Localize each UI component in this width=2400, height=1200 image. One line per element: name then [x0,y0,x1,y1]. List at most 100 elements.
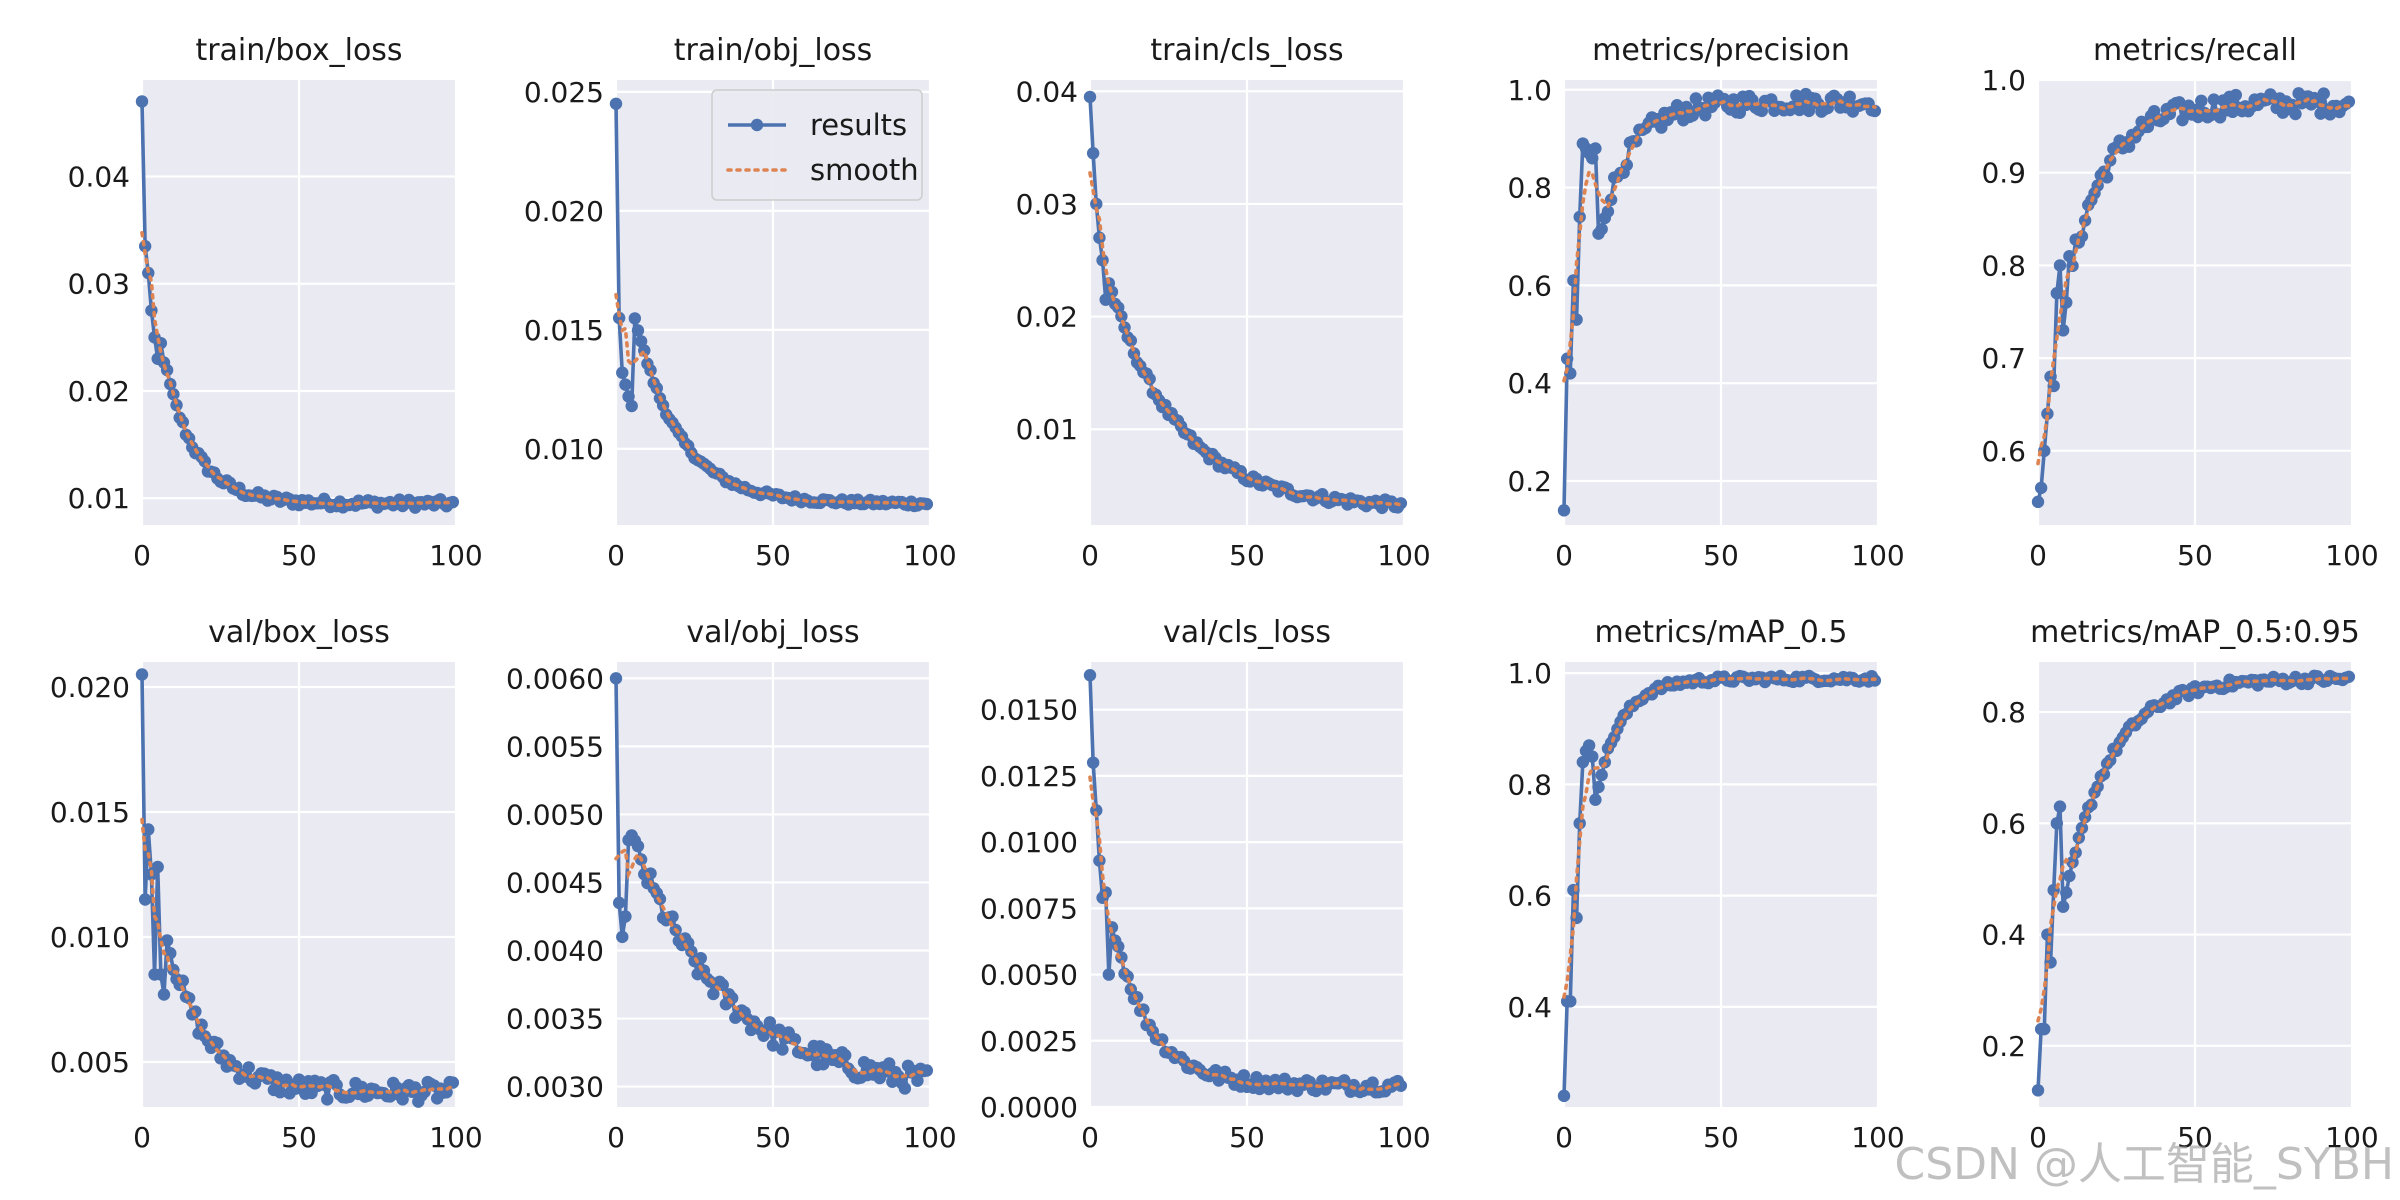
results-point [2031,1084,2045,1097]
results-point [619,910,632,923]
y-tick-label: 0.0125 [980,760,1078,793]
results-point [2038,1022,2051,1036]
y-tick-label: 0.02 [1016,301,1078,334]
x-tick-label: 100 [2325,539,2378,572]
x-tick-label: 0 [2029,1121,2047,1154]
results-point [2176,113,2189,127]
panel-title: val/cls_loss [1163,615,1331,650]
panel-title: train/obj_loss [674,33,873,68]
y-tick-label: 0.6 [1507,269,1552,302]
results-point [321,1093,334,1106]
y-tick-label: 0.010 [50,921,130,954]
results-point [631,324,645,337]
panel-metrics-precision: 0 50 100 0.2 0.4 0.6 0.8 1.0 metrics/precision [1507,33,1904,572]
y-tick-label: 0.0150 [980,694,1078,727]
y-tick-label: 0.8 [1981,696,2026,729]
x-tick-label: 50 [755,1121,791,1154]
results-point [211,1036,224,1050]
x-tick-label: 100 [1851,1121,1904,1154]
results-point [2050,287,2064,300]
results-point [1102,968,1116,981]
y-tick-label: 0.015 [524,314,604,347]
results-point [157,988,171,1001]
y-tick-label: 0.0030 [506,1071,604,1104]
results-point [2050,817,2064,830]
y-tick-label: 0.0055 [506,730,604,763]
results-point [2069,846,2082,859]
results-point [920,1064,934,1077]
x-tick-label: 100 [429,1121,482,1154]
results-point [920,497,934,511]
results-point [911,1074,924,1087]
results-point [135,668,149,681]
y-tick-label: 0.03 [68,268,130,301]
panel-train-cls-loss: 0 50 100 0.01 0.02 0.03 0.04 train/cls_loss [1016,33,1431,572]
x-tick-label: 50 [1703,539,1739,572]
legend-results-label: results [810,108,907,142]
y-tick-label: 0.4 [1981,919,2026,952]
results-point [612,311,626,325]
results-point [2031,495,2045,509]
smooth-line [1088,775,1403,1092]
x-tick-label: 100 [1377,1121,1430,1154]
panel-title: train/box_loss [195,33,402,68]
y-tick-label: 0.6 [1981,807,2026,840]
y-tick-label: 0.4 [1507,991,1552,1024]
x-tick-label: 100 [2325,1121,2378,1154]
results-point [1592,780,1605,794]
results-point [1143,372,1156,386]
results-point [1557,504,1571,517]
smooth-line [614,847,929,1080]
y-tick-label: 0.04 [1016,75,1078,108]
results-point [2122,140,2136,153]
x-tick-label: 0 [607,1121,625,1154]
y-tick-label: 0.8 [1507,172,1552,205]
results-point [2195,94,2208,108]
smooth-line [614,292,929,507]
results-point [2141,120,2155,134]
results-point [1086,756,1100,769]
results-point [2053,800,2067,813]
results-point [446,495,460,509]
y-tick-label: 0.0075 [980,892,1078,925]
results-point [1689,92,1703,105]
smooth-line [2036,96,2351,466]
csdn-watermark: CSDN @人工智能_SYBH [1894,1139,2394,1190]
legend-smooth-label: smooth [810,153,919,187]
results-point [135,95,149,108]
x-tick-label: 100 [903,1121,956,1154]
y-tick-label: 0.8 [1981,249,2026,282]
panel-val-cls-loss: 0 50 100 0.0000 0.0025 0.0050 0.0075 0.0100 0.01… [980,615,1431,1154]
results-point [1576,755,1590,769]
results-point [619,378,632,391]
panel-train-obj-loss: 0 50 100 0.010 0.015 0.020 0.025 train/obj_loss… [524,33,957,572]
results-point [2289,107,2302,121]
results-point [2053,259,2067,272]
panel-train-box-loss: 0 50 100 0.01 0.02 0.03 0.04 train/box_loss [68,33,483,572]
y-tick-label: 0.005 [50,1046,130,1079]
results-point [1366,1076,1379,1089]
y-tick-label: 0.0035 [506,1003,604,1036]
results-point [1083,669,1097,682]
x-tick-label: 0 [2029,539,2047,572]
results-point [776,1043,789,1056]
results-point [616,366,629,379]
results-point [1567,274,1580,287]
y-tick-label: 0.015 [50,796,130,829]
panel-metrics-map-0-5-0-95: 0 50 100 0.2 0.4 0.6 0.8 metrics/mAP_0.5:0.95 [1981,615,2378,1154]
x-tick-label: 0 [1555,539,1573,572]
smooth-line [140,231,455,508]
results-point [138,893,152,906]
x-tick-label: 0 [133,539,151,572]
y-tick-label: 0.0100 [980,826,1078,859]
results-point [142,823,155,836]
x-tick-label: 0 [1555,1121,1573,1154]
y-tick-label: 0.2 [1981,1030,2026,1063]
y-tick-label: 0.01 [68,482,130,515]
results-point [644,364,657,377]
y-tick-label: 0.01 [1016,413,1078,446]
results-point [2317,87,2330,100]
y-tick-label: 0.02 [68,375,130,408]
results-point [625,399,638,413]
